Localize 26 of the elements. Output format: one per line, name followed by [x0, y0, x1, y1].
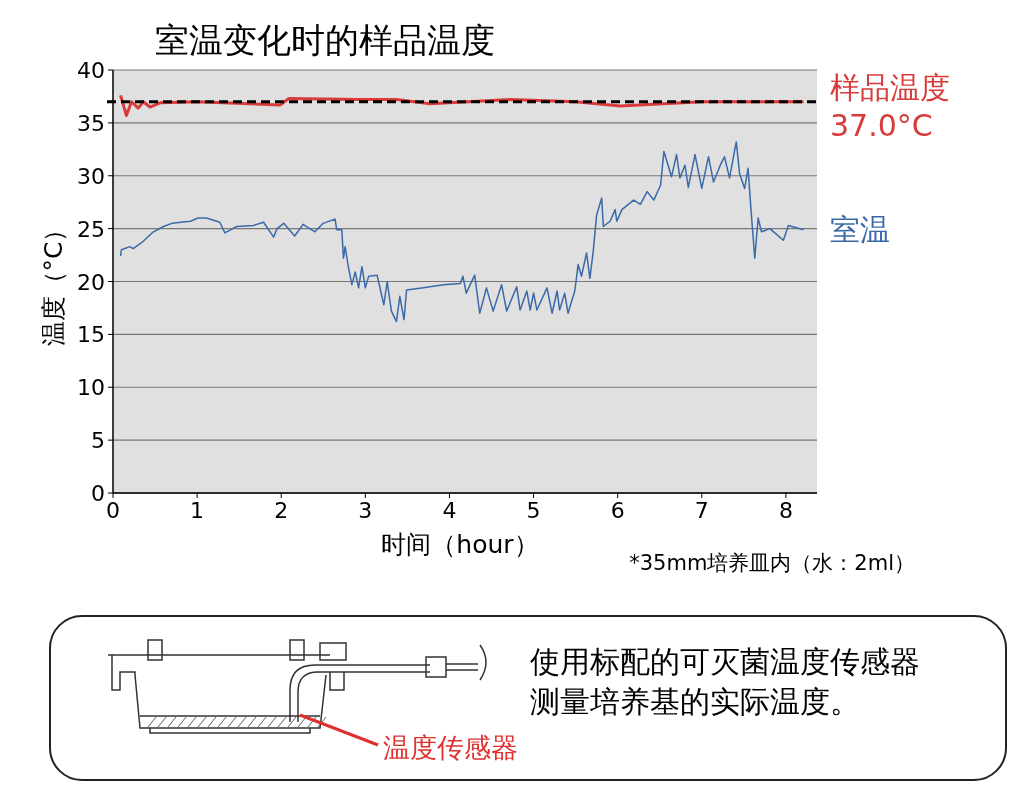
x-tick-label: 4 — [442, 498, 457, 523]
x-tick-label: 1 — [190, 498, 205, 523]
y-tick-label: 5 — [91, 428, 105, 454]
x-tick-label: 7 — [694, 498, 709, 523]
text: 温度传感器 — [383, 732, 518, 763]
chart-title: 室温变化时的样品温度 — [155, 20, 495, 60]
x-tick-label: 6 — [610, 498, 625, 523]
ref-line-label: 37.0°C — [830, 107, 933, 143]
x-tick-label: 2 — [274, 498, 289, 523]
series-label: 样品温度 — [830, 69, 950, 105]
y-tick-label: 10 — [77, 375, 105, 401]
y-axis-title: 温度（°C） — [39, 216, 68, 347]
y-tick-label: 40 — [77, 58, 105, 83]
x-tick-label: 8 — [778, 498, 793, 523]
y-tick-label: 15 — [77, 322, 105, 348]
x-tick-label: 5 — [526, 498, 541, 523]
y-tick-label: 0 — [91, 481, 105, 506]
series-label: 室温 — [830, 211, 890, 247]
text: 使用标配的可灭菌温度传感器测量培养基的实际温度。 — [530, 644, 920, 719]
y-tick-label: 25 — [77, 216, 105, 242]
y-tick-label: 30 — [77, 163, 105, 189]
y-tick-label: 35 — [77, 110, 105, 136]
text: *35mm培养皿内（水：2ml） — [629, 551, 915, 575]
x-tick-label: 3 — [358, 498, 373, 523]
x-axis-title: 时间（hour） — [381, 530, 539, 559]
y-tick-label: 20 — [77, 269, 105, 295]
